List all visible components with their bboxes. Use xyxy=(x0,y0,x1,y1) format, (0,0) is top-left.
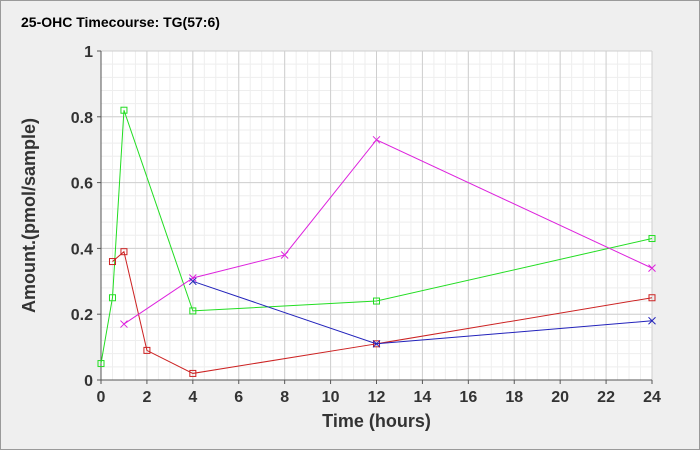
data-point xyxy=(120,248,128,256)
data-point xyxy=(648,294,656,302)
series-1 xyxy=(97,106,656,368)
x-tick-label: 10 xyxy=(322,389,340,406)
data-point xyxy=(280,251,289,259)
series-layer xyxy=(97,106,656,377)
series-4 xyxy=(188,277,656,348)
data-point xyxy=(648,264,656,272)
x-tick-label: 6 xyxy=(234,389,243,406)
marker-stroke xyxy=(648,316,656,325)
data-point xyxy=(97,360,105,368)
x-tick-label: 14 xyxy=(414,389,432,406)
data-point xyxy=(188,274,197,282)
series-3 xyxy=(120,135,656,328)
data-point xyxy=(108,258,116,266)
data-point xyxy=(143,346,151,354)
x-tick-label: 18 xyxy=(505,389,523,406)
y-tick-label: 0 xyxy=(84,373,93,390)
marker-stroke xyxy=(648,264,656,272)
x-tick-label: 22 xyxy=(597,389,615,406)
data-point xyxy=(648,316,656,325)
series-line xyxy=(112,250,653,374)
data-point xyxy=(373,297,380,305)
x-tick-label: 8 xyxy=(280,389,289,406)
y-tick-label: 0.6 xyxy=(71,176,93,193)
marker-stroke xyxy=(280,251,289,259)
data-point xyxy=(189,369,197,377)
marker-stroke xyxy=(188,274,197,282)
y-tick-label: 0.8 xyxy=(71,110,93,127)
data-point xyxy=(648,235,656,243)
data-point xyxy=(372,339,381,348)
data-point xyxy=(372,135,381,144)
marker-stroke xyxy=(188,277,197,286)
x-tick-label: 2 xyxy=(142,389,151,406)
x-tick-label: 24 xyxy=(643,389,661,406)
marker-stroke xyxy=(372,135,381,144)
data-point xyxy=(108,294,116,302)
x-tick-label: 16 xyxy=(459,389,477,406)
y-tick-labels: 0 0.2 0.4 0.6 0.8 1 xyxy=(71,44,101,390)
chart-title: 25-OHC Timecourse: TG(57:6) xyxy=(21,14,220,30)
series-line xyxy=(100,110,653,364)
data-point xyxy=(188,277,197,286)
y-tick-label: 0.2 xyxy=(71,307,93,324)
data-point xyxy=(120,106,128,114)
marker-stroke xyxy=(120,320,128,328)
y-axis-label: Amount.(pmol/sample) xyxy=(19,118,39,313)
y-tick-label: 0.4 xyxy=(71,241,93,258)
data-point xyxy=(189,307,197,315)
data-point xyxy=(120,320,128,328)
x-axis-label: Time (hours) xyxy=(322,411,431,431)
marker-stroke xyxy=(372,339,381,348)
x-tick-label: 0 xyxy=(97,389,106,406)
y-tick-label: 1 xyxy=(84,44,93,61)
x-tick-label: 20 xyxy=(551,389,569,406)
x-tick-label: 12 xyxy=(368,389,386,406)
x-tick-labels: 0 2 4 6 8 10 12 14 16 18 20 22 24 xyxy=(97,380,661,406)
x-tick-label: 4 xyxy=(188,389,197,406)
